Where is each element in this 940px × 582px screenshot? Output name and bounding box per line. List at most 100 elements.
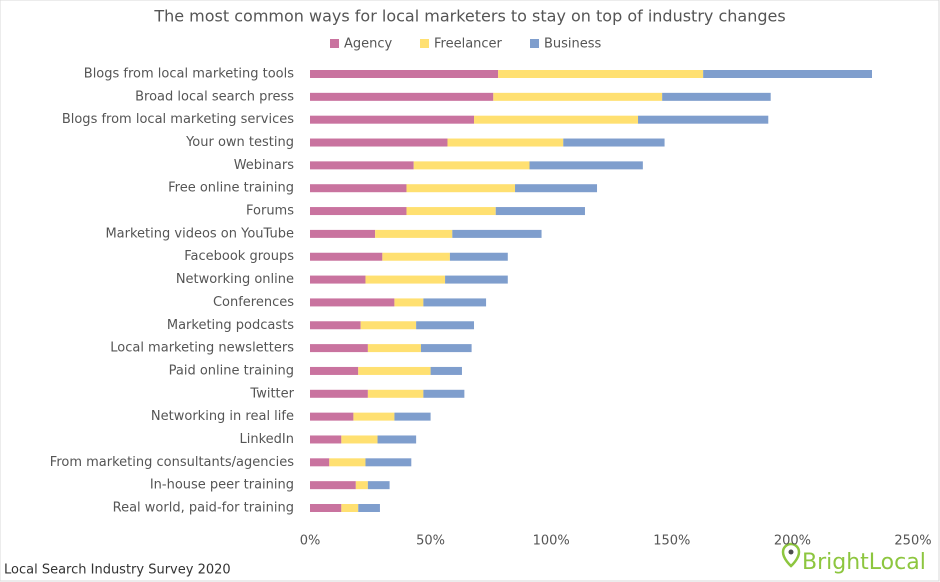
y-tick-label: Networking in real life — [151, 409, 294, 424]
y-tick-label: Real world, paid-for training — [113, 501, 294, 516]
bar-segment — [310, 207, 407, 216]
y-tick-label: Webinars — [234, 158, 295, 173]
bar-segment — [367, 344, 421, 353]
bar-segment — [423, 298, 487, 307]
bar-segment — [430, 366, 462, 375]
bar-segment — [394, 298, 424, 307]
x-tick-label: 150% — [653, 534, 690, 549]
bar-segment — [367, 389, 424, 398]
y-tick-label: From marketing consultants/agencies — [50, 455, 294, 470]
bar-segment — [310, 252, 383, 261]
bar-segment — [358, 504, 380, 512]
legend-swatch — [420, 39, 429, 48]
y-tick-label: Your own testing — [185, 135, 294, 150]
bar-segment — [310, 389, 368, 398]
y-tick-label: Conferences — [213, 295, 294, 310]
bar-segment — [703, 70, 872, 78]
legend-swatch — [530, 39, 539, 48]
bar-segment — [662, 92, 771, 101]
bar-segment — [310, 366, 359, 375]
brand-name: BrightLocal — [802, 550, 926, 575]
bar-segment — [353, 412, 395, 421]
logo-dot — [788, 549, 794, 555]
logo-pin — [781, 542, 801, 568]
bar-segment — [310, 138, 448, 147]
bar-segment — [382, 252, 450, 261]
x-tick-label: 200% — [774, 534, 811, 549]
legend-label: Freelancer — [434, 37, 503, 52]
bar-segment — [310, 344, 368, 353]
y-tick-label: Local marketing newsletters — [110, 341, 294, 356]
bar-segment — [423, 389, 465, 398]
bar-segment — [310, 321, 361, 330]
bar-segment — [365, 458, 412, 467]
bar-segment — [310, 70, 499, 78]
legend-swatch — [330, 39, 339, 48]
bar-segment — [495, 207, 585, 216]
bar-segment — [413, 161, 530, 170]
bar-segment — [310, 298, 395, 307]
y-tick-label: Blogs from local marketing tools — [84, 67, 294, 82]
bar-segment — [493, 92, 663, 101]
bar-segment — [515, 184, 598, 193]
bar-segment — [377, 435, 417, 444]
bar-segment — [355, 481, 368, 490]
legend-label: Business — [544, 37, 602, 52]
bar-segment — [310, 481, 356, 490]
bar-segment — [416, 321, 475, 330]
bar-segment — [310, 412, 354, 421]
bar-segment — [341, 504, 359, 512]
y-tick-label: LinkedIn — [240, 432, 294, 447]
bar-segment — [310, 161, 414, 170]
bar-segment — [406, 207, 496, 216]
legend-label: Agency — [344, 37, 393, 52]
chart-title: The most common ways for local marketers… — [153, 7, 785, 26]
y-tick-label: Paid online training — [169, 363, 294, 378]
bar-segment — [394, 412, 431, 421]
y-tick-label: Networking online — [176, 272, 294, 287]
y-tick-label: Broad local search press — [135, 89, 294, 104]
bar-segment — [310, 435, 342, 444]
bar-segment — [449, 252, 508, 261]
y-tick-label: Twitter — [249, 386, 294, 401]
bar-segment — [365, 275, 446, 284]
bar-segment — [329, 458, 366, 467]
x-tick-label: 50% — [416, 534, 445, 549]
y-tick-label: Marketing videos on YouTube — [105, 226, 294, 241]
y-tick-label: Facebook groups — [184, 249, 294, 264]
x-tick-label: 100% — [533, 534, 570, 549]
bar-segment — [310, 184, 407, 193]
y-tick-label: Blogs from local marketing services — [62, 112, 294, 127]
bar-segment — [310, 115, 475, 124]
bar-segment — [360, 321, 417, 330]
bar-segment — [310, 229, 376, 238]
bar-segment — [310, 504, 342, 512]
y-tick-label: In-house peer training — [150, 478, 294, 493]
bar-segment — [498, 70, 704, 78]
x-tick-label: 0% — [300, 534, 321, 549]
y-tick-label: Forums — [246, 204, 294, 219]
bar-segment — [638, 115, 769, 124]
x-tick-label: 250% — [894, 534, 931, 549]
source: Local Search Industry Survey 2020 — [4, 563, 231, 578]
bar-segment — [474, 115, 639, 124]
bar-segment — [452, 229, 542, 238]
bar-segment — [563, 138, 665, 147]
bar-segment — [310, 458, 330, 467]
bar-segment — [367, 481, 390, 490]
brand-logo: BrightLocal — [781, 542, 926, 575]
bar-segment — [375, 229, 453, 238]
bar-segment — [406, 184, 516, 193]
bar-segment — [341, 435, 378, 444]
bar-segment — [529, 161, 643, 170]
bar-segment — [310, 92, 494, 101]
bar-segment — [358, 366, 431, 375]
bar-segment — [420, 344, 472, 353]
bar-segment — [447, 138, 564, 147]
bar-segment — [310, 275, 366, 284]
bar-segment — [445, 275, 508, 284]
y-tick-label: Marketing podcasts — [167, 318, 294, 333]
y-tick-label: Free online training — [168, 181, 294, 196]
